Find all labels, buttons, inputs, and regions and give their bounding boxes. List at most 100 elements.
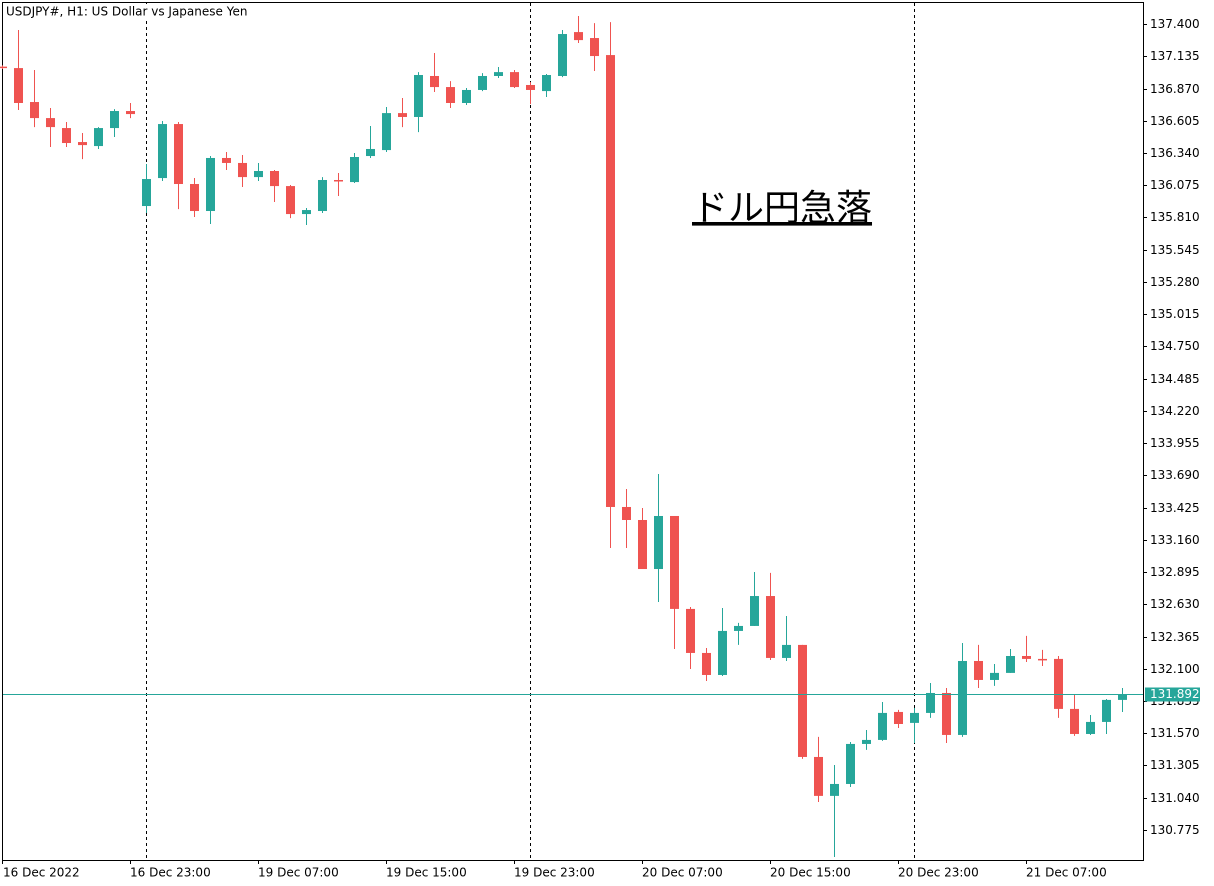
candle-body: [1022, 655, 1031, 659]
y-tick-label: 136.605: [1150, 114, 1200, 128]
y-tick-label: 132.100: [1150, 662, 1200, 676]
candle-body: [542, 75, 551, 92]
candle-body: [510, 72, 519, 88]
candle-body: [46, 118, 55, 128]
title-bg: [4, 4, 249, 19]
candle-body: [1102, 699, 1111, 722]
candle-body: [190, 184, 199, 212]
candle-body: [558, 34, 567, 76]
candle-body: [702, 652, 711, 675]
candle-body: [318, 179, 327, 212]
candle-body: [398, 113, 407, 117]
last-price-label: 131.892: [1150, 687, 1200, 701]
candle-body: [1006, 655, 1015, 673]
candle-body: [862, 739, 871, 744]
candle-body: [446, 87, 455, 103]
candle-body: [14, 68, 23, 103]
candle-body: [158, 124, 167, 179]
y-tick-label: 134.485: [1150, 372, 1200, 386]
y-tick-label: 133.425: [1150, 501, 1200, 515]
candle-body: [606, 55, 615, 507]
candle-body: [718, 630, 727, 675]
candle-body: [990, 672, 999, 680]
candle-body: [814, 756, 823, 796]
y-tick-label: 134.220: [1150, 404, 1200, 418]
candle-body: [206, 157, 215, 212]
candle-body: [942, 692, 951, 735]
candle-body: [1086, 721, 1095, 734]
candle-body: [462, 89, 471, 103]
y-tick-label: 133.160: [1150, 533, 1200, 547]
x-tick-label: 19 Dec 15:00: [386, 866, 467, 880]
candle-body: [254, 170, 263, 178]
candle-body: [334, 179, 343, 182]
x-tick-label: 19 Dec 23:00: [514, 866, 595, 880]
y-tick-label: 131.305: [1150, 758, 1200, 772]
candle-body: [526, 84, 535, 90]
y-tick-label: 137.135: [1150, 49, 1200, 63]
candle-body: [974, 660, 983, 680]
plot-frame: [2, 2, 1144, 861]
y-tick-label: 136.870: [1150, 82, 1200, 96]
chart-title: USDJPY#, H1: US Dollar vs Japanese Yen: [6, 5, 247, 19]
y-tick-label: 131.040: [1150, 791, 1200, 805]
candle-body: [830, 783, 839, 796]
y-tick-label: 132.630: [1150, 597, 1200, 611]
y-tick-label: 136.075: [1150, 178, 1200, 192]
candle-body: [174, 124, 183, 185]
x-tick-label: 16 Dec 2022: [3, 866, 80, 880]
y-tick-label: 133.955: [1150, 436, 1200, 450]
y-tick-label: 134.750: [1150, 339, 1200, 353]
candle-body: [782, 644, 791, 658]
candle-body: [110, 111, 119, 129]
candle-body: [238, 162, 247, 178]
y-tick-label: 135.280: [1150, 275, 1200, 289]
candle-body: [622, 506, 631, 520]
candle-body: [750, 596, 759, 626]
candle-body: [62, 128, 71, 144]
candle-body: [670, 515, 679, 609]
candle-body: [590, 38, 599, 57]
candle-body: [142, 179, 151, 207]
candle-body: [1070, 708, 1079, 734]
candle-body: [78, 142, 87, 146]
candle-body: [94, 128, 103, 147]
x-tick-label: 21 Dec 07:00: [1026, 866, 1107, 880]
candle-body: [302, 210, 311, 215]
candle-body: [686, 608, 695, 653]
x-tick-label: 20 Dec 07:00: [642, 866, 723, 880]
candle-body: [1118, 694, 1127, 700]
candle-body: [734, 625, 743, 631]
candle-body: [574, 32, 583, 41]
y-tick-label: 136.340: [1150, 146, 1200, 160]
candle-body: [430, 75, 439, 88]
candle-body: [894, 711, 903, 724]
y-tick-label: 135.015: [1150, 307, 1200, 321]
y-tick-label: 130.775: [1150, 823, 1200, 837]
candle-body: [654, 515, 663, 570]
candle-body: [414, 75, 423, 117]
x-tick-label: 20 Dec 15:00: [770, 866, 851, 880]
candle-body: [270, 170, 279, 187]
y-tick-label: 137.400: [1150, 17, 1200, 31]
candle-body: [878, 712, 887, 740]
last-price-box: [1145, 687, 1200, 702]
candle-body: [126, 111, 135, 115]
candle-body: [382, 113, 391, 151]
candle-body: [494, 72, 503, 76]
x-tick-label: 16 Dec 23:00: [130, 866, 211, 880]
y-tick-label: 132.895: [1150, 565, 1200, 579]
candle-body: [1054, 658, 1063, 709]
y-tick-label: 131.570: [1150, 726, 1200, 740]
y-tick-label: 132.365: [1150, 630, 1200, 644]
x-tick-label: 20 Dec 23:00: [898, 866, 979, 880]
candle-body: [1038, 658, 1047, 661]
candle-body: [910, 712, 919, 723]
candle-body: [638, 519, 647, 570]
y-tick-label: 135.545: [1150, 243, 1200, 257]
candle-body: [478, 75, 487, 90]
candle-body: [0, 66, 7, 69]
y-tick-label: 133.690: [1150, 468, 1200, 482]
candle-body: [350, 157, 359, 183]
